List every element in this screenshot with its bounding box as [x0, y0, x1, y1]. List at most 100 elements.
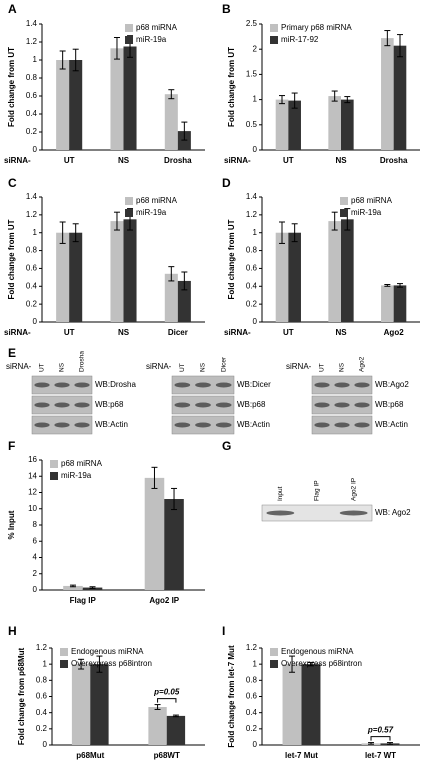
legend-label: miR-19a — [136, 35, 167, 44]
y-tick-label: 1.2 — [26, 210, 38, 219]
lane-label: NS — [339, 362, 346, 372]
legend-swatch — [340, 197, 348, 205]
bar — [393, 45, 407, 151]
bar — [381, 38, 394, 150]
y-tick-label: 0.5 — [246, 120, 258, 129]
y-tick-label: 1 — [33, 55, 38, 64]
y-tick-label: 6 — [33, 536, 38, 545]
y-tick-label: 0.2 — [246, 724, 258, 733]
bar — [381, 285, 394, 322]
legend-label: Endogenous miRNA — [71, 647, 144, 656]
legend-swatch — [270, 648, 278, 656]
error-bar — [279, 221, 286, 244]
error-bar — [151, 466, 158, 489]
y-tick-label: 0.4 — [246, 281, 258, 290]
x-tick-label: let-7 WT — [365, 751, 396, 760]
blot-band — [215, 402, 232, 408]
lane-prefix: siRNA- — [6, 362, 32, 371]
y-tick-label: 2 — [253, 44, 258, 53]
x-prefix: siRNA- — [224, 328, 251, 337]
blot-band — [54, 422, 70, 428]
blot-band — [34, 422, 50, 428]
y-tick-label: 0.6 — [26, 264, 38, 273]
panel-label: D — [222, 176, 231, 190]
blot-band — [334, 422, 350, 428]
bar — [56, 60, 70, 150]
legend-swatch — [125, 24, 133, 32]
annotation: p=0.05 — [153, 688, 180, 697]
blot-band — [54, 382, 70, 388]
y-tick-label: 1.2 — [36, 643, 48, 652]
y-tick-label: 16 — [28, 455, 37, 464]
blot-band — [54, 402, 70, 408]
error-bar — [181, 121, 188, 141]
legend-swatch — [50, 460, 58, 468]
row-label: WB: Ago2 — [375, 508, 411, 517]
lane-label: Flag IP — [314, 480, 321, 501]
x-tick-label: UT — [64, 156, 75, 165]
blot-strip — [261, 504, 373, 522]
legend-label: p68 miRNA — [136, 196, 178, 205]
lane-label: NS — [59, 362, 66, 372]
bar — [110, 48, 124, 150]
blot-band — [215, 422, 232, 428]
y-tick-label: 0.6 — [246, 692, 258, 701]
bar — [164, 94, 178, 150]
row-label: WB:Actin — [375, 420, 408, 429]
row-label: WB:p68 — [375, 400, 404, 409]
blot-band — [334, 382, 350, 388]
blot-band — [314, 422, 330, 428]
bar — [71, 664, 91, 745]
bar — [123, 219, 137, 322]
error-bar — [291, 92, 298, 109]
x-prefix: siRNA- — [224, 156, 251, 165]
x-tick-label: NS — [335, 156, 347, 165]
bar — [110, 221, 124, 322]
y-tick-label: 1.2 — [246, 643, 258, 652]
bar — [164, 499, 184, 590]
error-bar — [113, 37, 120, 60]
x-tick-label: Drosha — [164, 156, 192, 165]
row-label: WB:p68 — [237, 400, 266, 409]
lane-label: Drosha — [79, 351, 86, 372]
row-label: WB:p68 — [95, 400, 124, 409]
legend-label: p68 miRNA — [136, 23, 178, 32]
bar — [328, 96, 341, 150]
error-bar — [331, 90, 338, 102]
y-tick-label: 0.2 — [26, 127, 38, 136]
y-tick-label: 0 — [253, 317, 258, 326]
bar — [69, 60, 83, 150]
bar — [288, 100, 301, 150]
bar — [301, 664, 321, 745]
annotation: p=0.57 — [367, 726, 394, 735]
legend-label: p68 miRNA — [61, 459, 103, 468]
x-tick-label: UT — [283, 328, 294, 337]
y-tick-label: 0 — [253, 740, 258, 749]
y-axis-label: Fold change from UT — [227, 219, 236, 299]
lane-label: UT — [39, 363, 46, 372]
blot-band — [34, 402, 50, 408]
row-label: WB:Ago2 — [375, 380, 409, 389]
x-tick-label: UT — [283, 156, 294, 165]
y-tick-label: 1.4 — [246, 192, 258, 201]
y-tick-label: 10 — [28, 504, 37, 513]
y-tick-label: 2 — [33, 569, 38, 578]
y-tick-label: 0.8 — [246, 675, 258, 684]
blot-band — [334, 402, 350, 408]
legend-swatch — [125, 209, 133, 217]
blot-band — [266, 510, 295, 516]
lane-label: Input — [277, 486, 284, 501]
y-tick-label: 0.6 — [26, 91, 38, 100]
legend-label: Overexpress p68intron — [71, 659, 152, 668]
error-bar — [72, 223, 79, 243]
error-bar — [59, 221, 66, 244]
panel-label: C — [8, 176, 17, 190]
lane-label: UT — [179, 363, 186, 372]
x-tick-label: p68WT — [154, 751, 180, 760]
x-tick-label: Dicer — [168, 328, 188, 337]
bar — [275, 99, 289, 150]
blot-band — [354, 402, 370, 408]
blot-band — [195, 402, 211, 408]
blot-band — [174, 402, 191, 408]
